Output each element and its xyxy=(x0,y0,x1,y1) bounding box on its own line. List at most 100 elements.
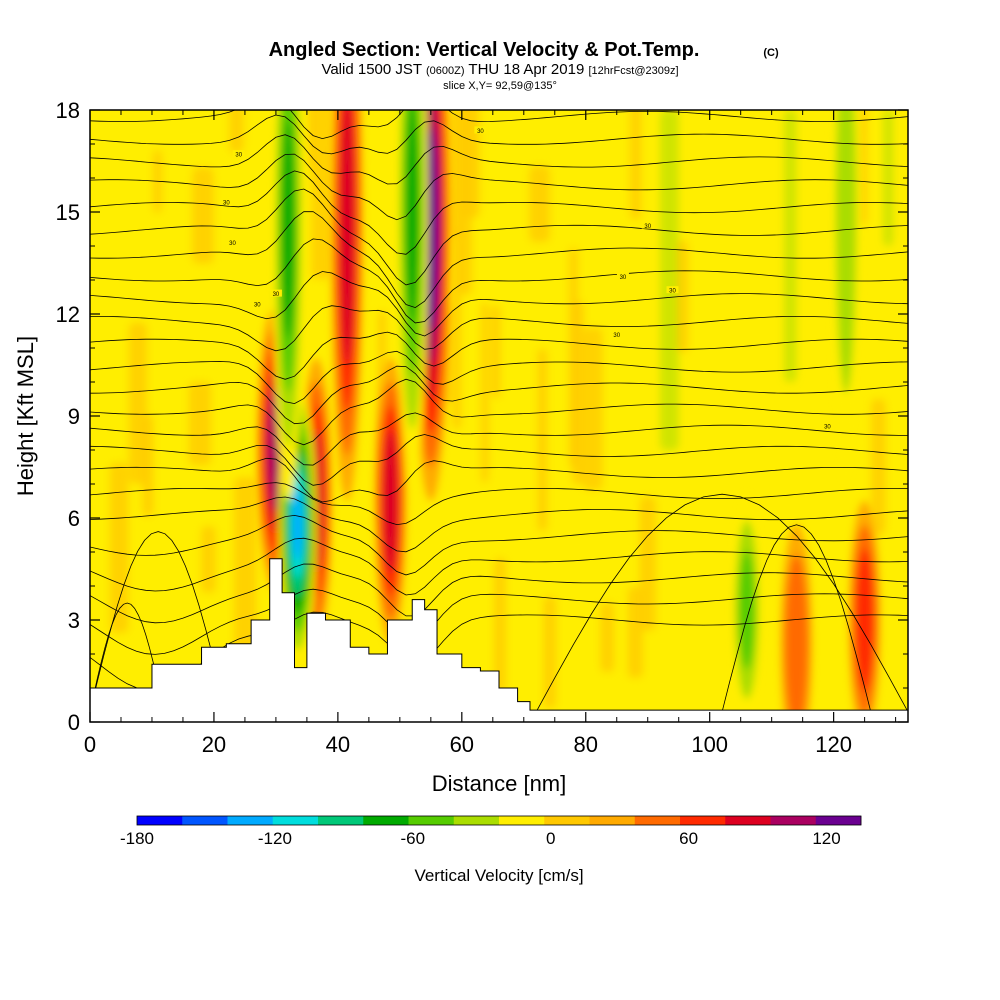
isentrope-label: 30 xyxy=(235,153,242,159)
isentrope-line xyxy=(90,331,908,380)
x-tick-label: 80 xyxy=(574,732,598,757)
downdraft-cell xyxy=(295,506,300,543)
colorbar-swatch xyxy=(680,816,726,825)
colorbar-tick-label: -120 xyxy=(258,829,292,848)
isentrope-label: 30 xyxy=(254,302,261,308)
x-tick-label: 60 xyxy=(450,732,474,757)
y-axis-title: Height [Kft MSL] xyxy=(13,336,38,496)
x-tick-label: 40 xyxy=(326,732,350,757)
valid-time-line: Valid 1500 JST (0600Z) THU 18 Apr 2019 [… xyxy=(321,61,678,78)
updraft-cell xyxy=(792,614,801,674)
colorbar-swatch xyxy=(770,816,817,825)
isentrope-line xyxy=(90,211,908,309)
texture-patch xyxy=(784,110,797,382)
isentrope-label: 30 xyxy=(620,275,627,281)
texture-patch xyxy=(583,327,603,490)
colorbar-swatch xyxy=(544,816,590,825)
valid-date: THU 18 Apr 2019 xyxy=(468,61,584,78)
colorbar-title: Vertical Velocity [cm/s] xyxy=(414,866,583,885)
isentrope-line xyxy=(90,134,908,185)
texture-patch xyxy=(543,596,557,709)
isentrope-line xyxy=(90,563,908,624)
isentrope-label-bg xyxy=(251,299,264,307)
isentrope-line xyxy=(90,271,908,337)
isentrope-label: 30 xyxy=(223,200,230,206)
isentrope-label-bg xyxy=(610,330,623,338)
isentrope-line xyxy=(90,412,908,466)
y-tick-label: 6 xyxy=(68,506,80,531)
isentrope-line xyxy=(90,537,908,596)
x-tick-label: 20 xyxy=(202,732,226,757)
colorbar-swatch xyxy=(725,816,771,825)
texture-patch xyxy=(537,348,548,532)
isentrope-line xyxy=(90,305,908,352)
colorbar-tick-label: -180 xyxy=(120,829,154,848)
isentrope-line xyxy=(90,514,908,576)
isentrope-line xyxy=(90,188,908,286)
colorbar-swatch xyxy=(499,816,545,825)
isentrope-line xyxy=(721,524,872,712)
isentrope-line xyxy=(90,457,908,503)
x-tick-label: 100 xyxy=(691,732,728,757)
colorbar-tick-label: 0 xyxy=(546,829,555,848)
colorbar-swatch xyxy=(453,816,500,825)
colorbar-swatch xyxy=(815,816,862,825)
colorbar-swatch xyxy=(137,816,183,825)
isentrope-line xyxy=(90,365,908,425)
isentrope-line xyxy=(90,602,165,712)
texture-patch xyxy=(311,110,332,279)
updraft-cell xyxy=(387,477,394,525)
y-tick-label: 15 xyxy=(56,200,80,225)
isentrope-label: 30 xyxy=(229,241,236,247)
isentrope-label-bg xyxy=(220,197,233,205)
y-tick-label: 0 xyxy=(68,710,80,735)
isentrope-line xyxy=(90,496,908,553)
isentrope-label-bg xyxy=(226,238,239,246)
isentrope-line xyxy=(535,493,908,712)
updraft-cell xyxy=(344,183,350,275)
colorbar-swatch xyxy=(408,816,455,825)
colorbar-swatch xyxy=(318,816,364,825)
texture-patch xyxy=(627,586,643,678)
isentrope-label: 30 xyxy=(477,129,484,135)
downdraft-cell xyxy=(409,157,416,267)
isentrope-label-bg xyxy=(641,221,654,229)
texture-patch xyxy=(201,526,216,593)
isentrope-line xyxy=(90,153,908,221)
valid-time: Valid 1500 JST xyxy=(321,61,421,78)
colorbar-swatch xyxy=(227,816,274,825)
colorbar-tick-label: 60 xyxy=(679,829,698,848)
colorbar-swatch xyxy=(634,816,681,825)
texture-patch xyxy=(660,110,679,450)
isentrope-line xyxy=(90,238,908,324)
forecast-info: [12hrFcst@2309z] xyxy=(588,65,678,77)
texture-patch xyxy=(192,167,214,264)
chart-title: Angled Section: Vertical Velocity & Pot.… xyxy=(269,39,700,61)
texture-patch xyxy=(109,463,129,633)
x-tick-label: 120 xyxy=(815,732,852,757)
isentrope-line xyxy=(90,170,908,255)
texture-patch xyxy=(569,247,578,468)
colorbar-swatch xyxy=(182,816,228,825)
texture-patch xyxy=(494,557,506,692)
texture-patch xyxy=(188,382,212,466)
valid-utc: (0600Z) xyxy=(426,65,465,77)
downdraft-cell xyxy=(285,174,292,284)
y-tick-label: 18 xyxy=(56,98,80,123)
isentrope-line xyxy=(90,482,908,526)
downdraft-cell xyxy=(840,121,852,303)
y-tick-label: 12 xyxy=(56,302,80,327)
isentrope-line xyxy=(90,588,908,655)
isentrope-label: 30 xyxy=(824,425,831,431)
texture-patch xyxy=(491,305,501,398)
chart-title-tag: (C) xyxy=(763,47,779,59)
texture-patch xyxy=(871,398,886,535)
isentrope-label-bg xyxy=(269,289,282,297)
isentrope-label-bg xyxy=(474,126,487,134)
colorbar-swatch xyxy=(589,816,636,825)
colorbar-swatch xyxy=(363,816,409,825)
texture-patch xyxy=(883,110,894,246)
updraft-cell xyxy=(861,596,868,644)
